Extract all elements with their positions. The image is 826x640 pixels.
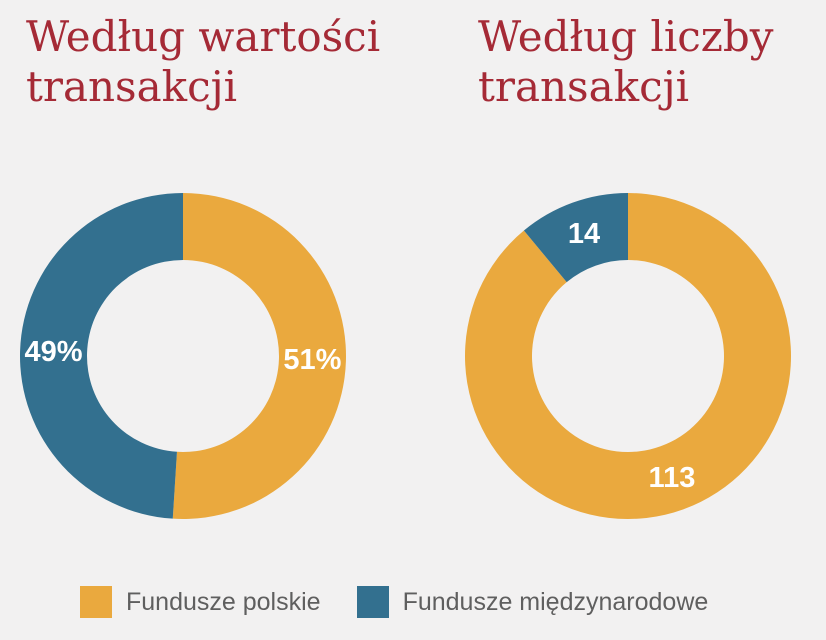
donut-0-slice-0 — [172, 193, 347, 519]
legend-item-polish-funds: Fundusze polskie — [80, 586, 321, 618]
chart-title-value: Według wartości transakcji — [26, 12, 381, 111]
donut-1-label-0: 113 — [649, 462, 696, 494]
legend-item-international-funds: Fundusze międzynarodowe — [356, 586, 709, 618]
donut-0-label-1: 49% — [25, 336, 83, 368]
donut-0-slice-1 — [20, 193, 183, 519]
legend-swatch-international-funds — [356, 586, 389, 618]
donut-1-label-1: 14 — [568, 218, 600, 250]
legend-label-international-funds: Fundusze międzynarodowe — [402, 587, 709, 616]
donut-1-slice-0 — [465, 193, 791, 520]
donut-0-label-0: 51% — [283, 344, 341, 376]
donut-1-slice-1 — [523, 193, 628, 283]
legend-label-polish-funds: Fundusze polskie — [126, 587, 321, 616]
legend: Fundusze polskie Fundusze międzynarodowe — [80, 586, 744, 618]
donut-charts: 51% 49% 113 14 — [20, 193, 791, 520]
chart-title-count: Według liczby transakcji — [478, 12, 774, 111]
legend-swatch-polish-funds — [80, 586, 112, 618]
